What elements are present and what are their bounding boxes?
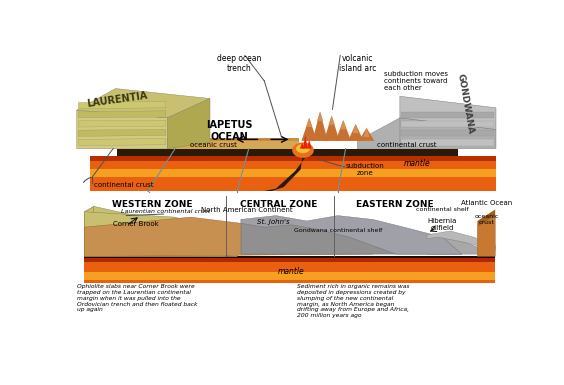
Polygon shape: [402, 112, 495, 118]
Polygon shape: [400, 118, 496, 149]
Text: volcanic
island arc: volcanic island arc: [338, 54, 376, 73]
Polygon shape: [427, 235, 495, 254]
Polygon shape: [85, 256, 495, 258]
Polygon shape: [241, 219, 462, 254]
Text: Gondwana continental shelf: Gondwana continental shelf: [294, 229, 382, 233]
Polygon shape: [90, 169, 496, 177]
Polygon shape: [292, 142, 314, 158]
Polygon shape: [78, 120, 166, 127]
Polygon shape: [402, 139, 495, 146]
Polygon shape: [340, 120, 346, 129]
Polygon shape: [329, 116, 335, 125]
Polygon shape: [402, 121, 495, 127]
Polygon shape: [117, 149, 458, 156]
Polygon shape: [168, 141, 299, 149]
Polygon shape: [336, 120, 351, 141]
Text: WESTERN ZONE: WESTERN ZONE: [112, 200, 192, 209]
Polygon shape: [312, 112, 328, 141]
Text: EASTERN ZONE: EASTERN ZONE: [356, 200, 433, 209]
Text: GONDWANA: GONDWANA: [456, 73, 475, 135]
Polygon shape: [85, 212, 226, 256]
Polygon shape: [90, 156, 496, 191]
Polygon shape: [307, 139, 311, 149]
Polygon shape: [85, 206, 237, 256]
Polygon shape: [90, 156, 496, 161]
Polygon shape: [78, 129, 166, 136]
Polygon shape: [317, 112, 323, 121]
Polygon shape: [357, 118, 400, 149]
Text: CENTRAL ZONE: CENTRAL ZONE: [240, 200, 317, 209]
Polygon shape: [265, 149, 311, 191]
Polygon shape: [477, 209, 495, 227]
Text: oceanic crust: oceanic crust: [191, 142, 237, 148]
Polygon shape: [94, 206, 237, 256]
Polygon shape: [85, 217, 373, 256]
Polygon shape: [296, 144, 310, 153]
Text: deep ocean
trench: deep ocean trench: [217, 54, 262, 73]
Polygon shape: [402, 130, 495, 136]
Polygon shape: [359, 128, 374, 141]
Polygon shape: [363, 128, 369, 137]
Text: Corner Brook: Corner Brook: [113, 221, 159, 227]
Text: St. John's: St. John's: [257, 219, 290, 225]
Polygon shape: [301, 118, 317, 141]
Text: LAURENTIA: LAURENTIA: [86, 91, 148, 109]
Polygon shape: [400, 96, 496, 129]
Polygon shape: [77, 110, 168, 149]
Polygon shape: [77, 89, 210, 118]
Polygon shape: [85, 258, 495, 283]
Text: subduction
zone: subduction zone: [346, 163, 385, 176]
Polygon shape: [78, 139, 166, 146]
Text: continental crust: continental crust: [377, 142, 436, 148]
Polygon shape: [168, 99, 210, 149]
Text: subduction moves
continents toward
each other: subduction moves continents toward each …: [385, 71, 448, 91]
Text: continental shelf: continental shelf: [416, 207, 469, 212]
Polygon shape: [241, 216, 462, 254]
Text: mantle: mantle: [404, 159, 430, 168]
Polygon shape: [303, 135, 307, 149]
Polygon shape: [168, 138, 299, 141]
Polygon shape: [306, 118, 312, 127]
Polygon shape: [85, 258, 495, 262]
Polygon shape: [352, 124, 359, 133]
Text: continental crust: continental crust: [94, 182, 153, 188]
Polygon shape: [300, 142, 305, 149]
Polygon shape: [477, 216, 495, 256]
Polygon shape: [427, 231, 495, 250]
Text: mantle: mantle: [278, 266, 305, 276]
Text: Hibernia
oilfield: Hibernia oilfield: [428, 218, 457, 231]
Polygon shape: [85, 272, 495, 280]
Polygon shape: [348, 124, 363, 141]
Polygon shape: [324, 116, 340, 141]
Text: IAPETUS
OCEAN: IAPETUS OCEAN: [206, 120, 253, 142]
Text: Sediment rich in organic remains was
deposited in depressions created by
slumpin: Sediment rich in organic remains was dep…: [297, 284, 409, 318]
Text: Ophiolite slabs near Corner Brook were
trapped on the Laurentian continental
mar: Ophiolite slabs near Corner Brook were t…: [77, 284, 197, 312]
Text: Laurentian continental crust: Laurentian continental crust: [121, 209, 210, 214]
Polygon shape: [85, 206, 94, 256]
Text: Atlantic Ocean: Atlantic Ocean: [461, 200, 512, 206]
Polygon shape: [78, 111, 166, 118]
Polygon shape: [78, 102, 166, 109]
Text: oceanic
crust: oceanic crust: [474, 214, 499, 225]
Text: North American Continent: North American Continent: [201, 207, 293, 213]
